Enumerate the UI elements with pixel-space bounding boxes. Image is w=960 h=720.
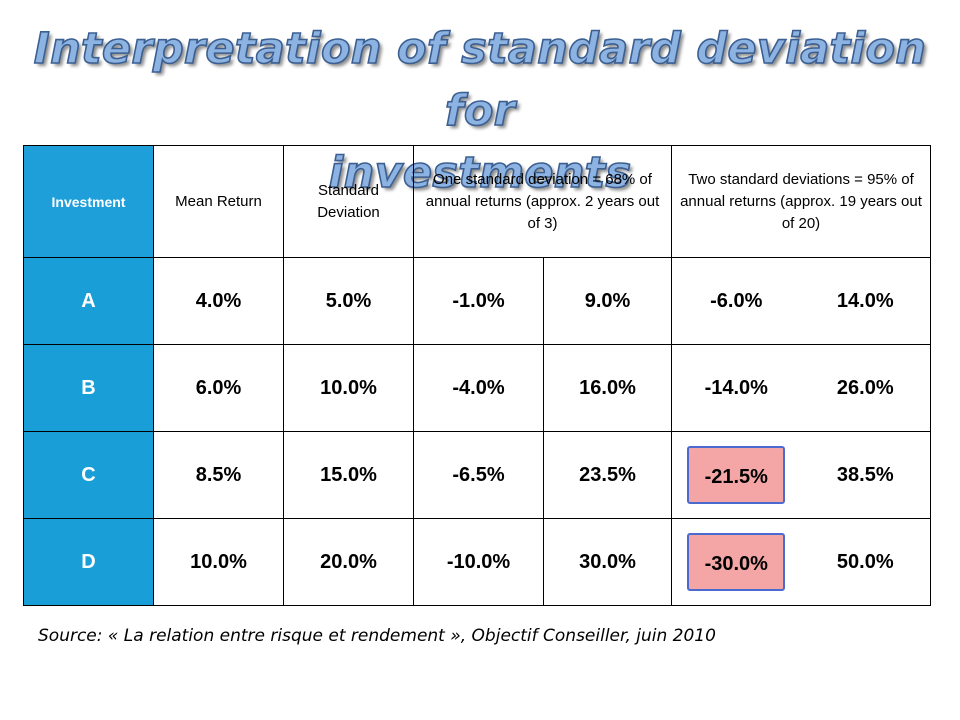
cell-investment: B — [23, 344, 154, 432]
table-header-row: Investment Mean Return Standard Deviatio… — [23, 145, 931, 258]
header-two-standard-deviations: Two standard deviations = 95% of annual … — [671, 145, 931, 258]
cell-mean-return: 6.0% — [153, 344, 284, 432]
header-one-sd-label: One standard deviation = 68% of annual r… — [425, 170, 660, 232]
highlighted-value: -21.5% — [687, 446, 786, 504]
cell-two-sd-low: -14.0% — [671, 344, 801, 432]
cell-one-sd-high: 30.0% — [543, 518, 672, 606]
cell-one-sd-low: -10.0% — [413, 518, 544, 606]
table-row-a: A 4.0% 5.0% -1.0% 9.0% -6.0% 14.0% — [23, 257, 931, 345]
cell-one-sd-low: -4.0% — [413, 344, 544, 432]
cell-one-sd-high: 9.0% — [543, 257, 672, 345]
cell-investment: D — [23, 518, 154, 606]
table-row-d: D 10.0% 20.0% -10.0% 30.0% -30.0% 50.0% — [23, 518, 931, 606]
cell-standard-deviation: 5.0% — [283, 257, 414, 345]
header-mean-return: Mean Return — [153, 145, 284, 258]
cell-two-sd-low: -6.0% — [671, 257, 801, 345]
header-investment: Investment — [23, 145, 154, 258]
cell-one-sd-low: -6.5% — [413, 431, 544, 519]
cell-standard-deviation: 15.0% — [283, 431, 414, 519]
cell-one-sd-low: -1.0% — [413, 257, 544, 345]
header-mean-return-label: Mean Return — [175, 192, 262, 210]
cell-investment: A — [23, 257, 154, 345]
cell-two-sd-high: 50.0% — [800, 518, 931, 606]
cell-one-sd-high: 16.0% — [543, 344, 672, 432]
header-two-sd-label: Two standard deviations = 95% of annual … — [680, 170, 922, 232]
std-dev-table: Investment Mean Return Standard Deviatio… — [23, 145, 931, 606]
cell-two-sd-low: -30.0% — [671, 518, 801, 606]
cell-investment: C — [23, 431, 154, 519]
cell-two-sd-low: -21.5% — [671, 431, 801, 519]
header-standard-deviation-label: Standard Deviation — [317, 181, 380, 221]
cell-two-sd-high: 26.0% — [800, 344, 931, 432]
table-row-c: C 8.5% 15.0% -6.5% 23.5% -21.5% 38.5% — [23, 431, 931, 519]
cell-mean-return: 10.0% — [153, 518, 284, 606]
cell-two-sd-high: 14.0% — [800, 257, 931, 345]
cell-standard-deviation: 10.0% — [283, 344, 414, 432]
cell-mean-return: 8.5% — [153, 431, 284, 519]
highlighted-value: -30.0% — [687, 533, 786, 591]
cell-standard-deviation: 20.0% — [283, 518, 414, 606]
cell-mean-return: 4.0% — [153, 257, 284, 345]
table-row-b: B 6.0% 10.0% -4.0% 16.0% -14.0% 26.0% — [23, 344, 931, 432]
slide-title-line-1: Interpretation of standard deviation for — [33, 23, 927, 137]
cell-one-sd-high: 23.5% — [543, 431, 672, 519]
header-one-standard-deviation: One standard deviation = 68% of annual r… — [413, 145, 672, 258]
cell-two-sd-high: 38.5% — [800, 431, 931, 519]
source-citation: Source: « La relation entre risque et re… — [38, 626, 716, 646]
header-standard-deviation: Standard Deviation — [283, 145, 414, 258]
